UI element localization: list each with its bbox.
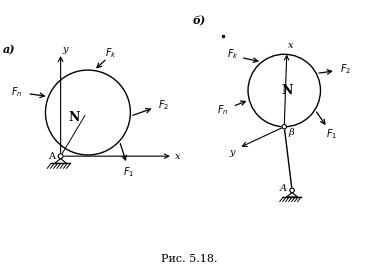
Text: $F_2$: $F_2$ (340, 63, 351, 76)
Circle shape (290, 188, 294, 193)
Text: a): a) (3, 44, 16, 55)
Text: $F_n$: $F_n$ (217, 103, 228, 117)
Text: A: A (280, 184, 287, 193)
Text: $F_n$: $F_n$ (11, 85, 23, 99)
Text: $F_k$: $F_k$ (227, 47, 239, 61)
Text: $F_1$: $F_1$ (326, 127, 337, 141)
Text: N: N (69, 111, 80, 124)
Circle shape (58, 154, 63, 159)
Text: б): б) (192, 15, 205, 26)
Text: Рис. 5.18.: Рис. 5.18. (161, 254, 218, 264)
Text: y: y (229, 148, 235, 157)
Text: $F_1$: $F_1$ (123, 166, 134, 179)
Text: $F_2$: $F_2$ (158, 99, 169, 112)
Text: x: x (287, 41, 293, 50)
Text: x: x (175, 152, 180, 161)
Text: $F_k$: $F_k$ (105, 47, 117, 60)
Text: β: β (288, 128, 294, 137)
Text: A: A (48, 152, 55, 161)
Text: N: N (281, 84, 293, 97)
Circle shape (282, 124, 287, 129)
Text: y: y (62, 45, 67, 54)
